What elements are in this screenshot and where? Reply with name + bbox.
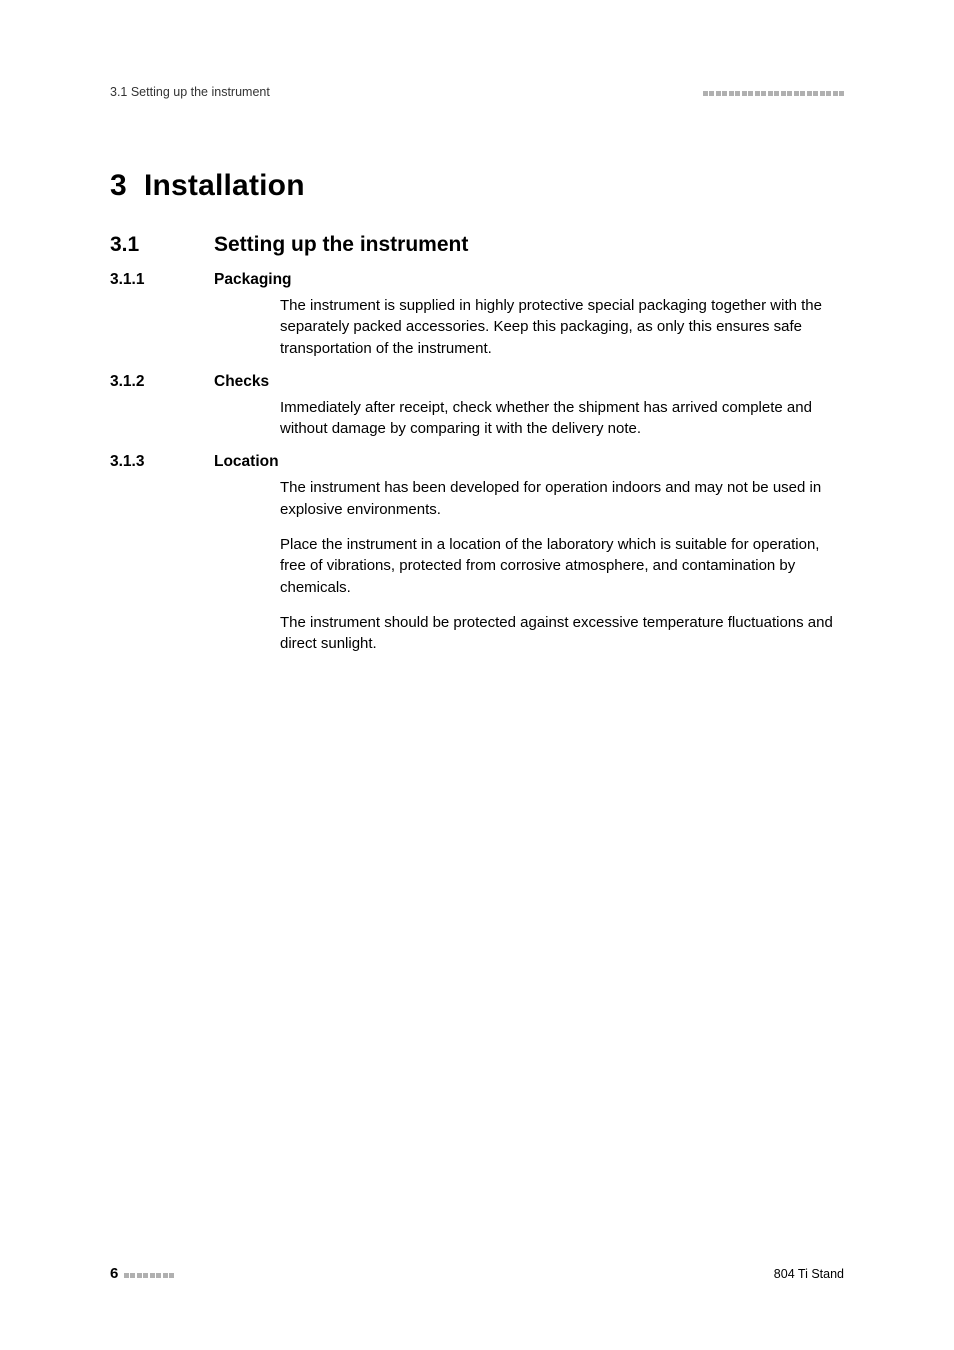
subsection-heading: 3.1.3 Location [110,453,844,471]
footer-left: 6 [110,1265,174,1282]
body-paragraph: Immediately after receipt, check whether… [280,397,844,440]
footer-product: 804 Ti Stand [774,1267,844,1281]
page-footer: 6 804 Ti Stand [110,1265,844,1282]
section-number: 3.1 [110,233,172,257]
body-paragraph: The instrument has been developed for op… [280,477,844,520]
chapter-title: 3 Installation [110,169,844,203]
chapter-name: Installation [144,169,305,202]
subsection-heading: 3.1.1 Packaging [110,271,844,289]
section-title: Setting up the instrument [214,233,468,257]
subsection-title: Location [214,453,279,471]
body-paragraph: The instrument should be protected again… [280,612,844,655]
subsection-number: 3.1.2 [110,373,172,391]
subsection-number: 3.1.3 [110,453,172,471]
body-paragraph: Place the instrument in a location of th… [280,534,844,598]
subsection-heading: 3.1.2 Checks [110,373,844,391]
footer-decoration [122,1267,174,1281]
subsection-title: Checks [214,373,269,391]
header-decoration [701,85,844,99]
subsection-title: Packaging [214,271,292,289]
body-paragraph: The instrument is supplied in highly pro… [280,295,844,359]
page-header: 3.1 Setting up the instrument [110,85,844,99]
page-number: 6 [110,1265,118,1282]
chapter-number: 3 [110,169,127,202]
header-section-ref: 3.1 Setting up the instrument [110,85,270,99]
subsection-number: 3.1.1 [110,271,172,289]
section-heading: 3.1 Setting up the instrument [110,233,844,257]
